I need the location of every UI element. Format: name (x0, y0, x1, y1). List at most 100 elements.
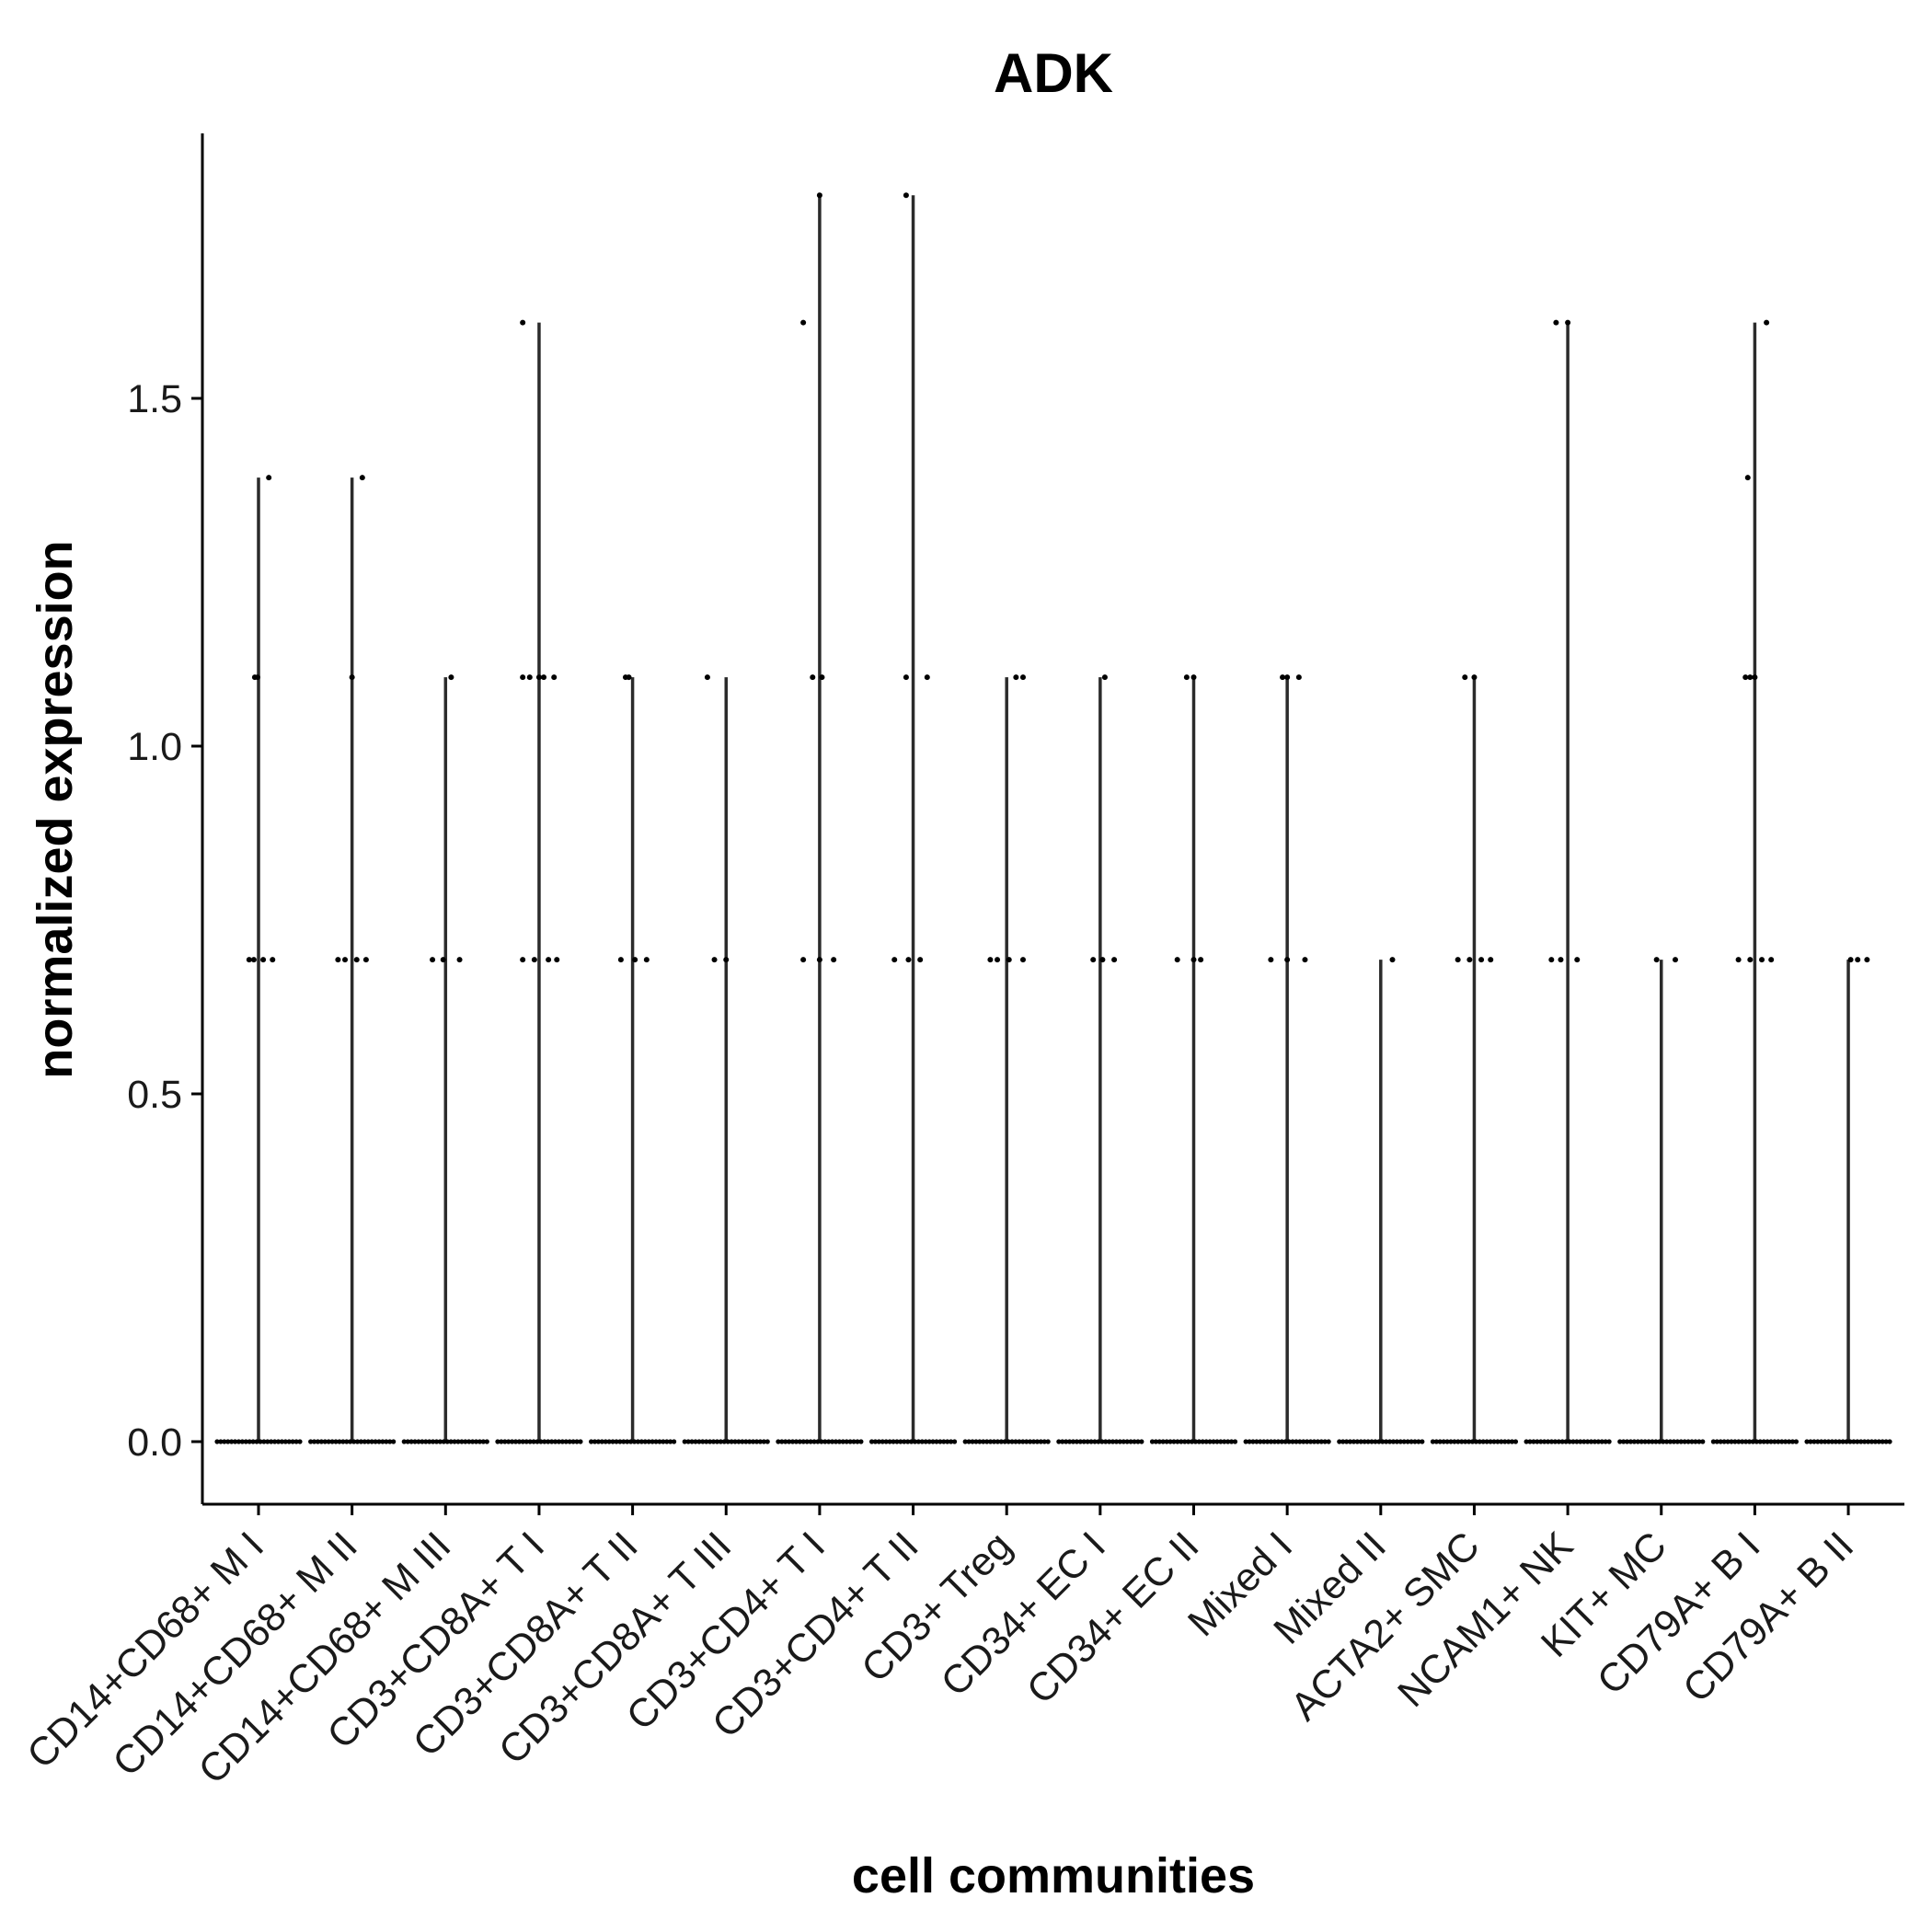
data-point (1077, 1439, 1083, 1444)
data-point (1674, 1439, 1680, 1444)
data-point (1855, 957, 1861, 963)
data-point (858, 1439, 864, 1444)
data-point (617, 1439, 623, 1444)
data-point (1117, 1439, 1122, 1444)
data-point (290, 1439, 295, 1444)
data-point (1606, 1439, 1612, 1444)
data-point (816, 192, 822, 199)
data-point (1092, 1439, 1098, 1444)
data-point (433, 1439, 440, 1444)
data-point (1060, 1439, 1065, 1444)
data-point (1380, 1439, 1386, 1444)
data-point (1337, 1439, 1342, 1444)
data-point (995, 957, 1001, 963)
data-point (308, 1439, 314, 1444)
data-point (523, 1439, 529, 1444)
data-point (704, 1439, 709, 1444)
data-point (1056, 1439, 1062, 1444)
data-point (868, 1439, 875, 1444)
data-point (222, 1439, 227, 1444)
data-point (1524, 1439, 1529, 1444)
data-point (1667, 1439, 1673, 1444)
data-point (260, 957, 267, 963)
data-point (757, 1439, 764, 1444)
data-point (787, 1439, 792, 1444)
data-point (405, 1439, 410, 1444)
data-point (1384, 1439, 1389, 1444)
data-point (1326, 1439, 1331, 1444)
data-point (520, 674, 526, 681)
data-point (459, 1439, 465, 1444)
data-point (412, 1439, 418, 1444)
data-point (991, 1439, 997, 1444)
data-point (337, 1439, 342, 1444)
data-point (800, 319, 807, 326)
data-point (1307, 1439, 1314, 1444)
data-point (1742, 674, 1749, 681)
data-point (789, 1439, 796, 1444)
data-point (1167, 1439, 1173, 1444)
data-point (1527, 1439, 1533, 1444)
data-point (1761, 1439, 1766, 1444)
data-point (1463, 1439, 1468, 1444)
data-point (258, 1439, 263, 1444)
data-point (750, 1439, 756, 1444)
x-axis-title: cell communities (852, 1848, 1255, 1903)
data-point (531, 957, 537, 963)
data-point (1635, 1439, 1640, 1444)
data-point (1121, 1439, 1126, 1444)
data-point (1297, 1439, 1303, 1444)
data-point (1412, 1439, 1418, 1444)
data-point (1386, 1439, 1393, 1444)
data-point (696, 1439, 702, 1444)
data-point (380, 1439, 385, 1444)
data-point (981, 1439, 986, 1444)
data-point (1585, 1439, 1591, 1444)
data-point (546, 1439, 551, 1444)
data-point (1019, 674, 1026, 681)
data-point (903, 192, 909, 199)
data-point (966, 1439, 972, 1444)
data-point (714, 1439, 720, 1444)
data-point (905, 1439, 911, 1444)
data-point (1301, 1439, 1306, 1444)
data-point (987, 1439, 994, 1444)
data-point (1290, 1439, 1295, 1444)
data-point (353, 957, 360, 963)
data-point (373, 1439, 378, 1444)
data-point (1038, 1439, 1043, 1444)
data-point (661, 1439, 666, 1444)
data-point (1455, 1439, 1461, 1444)
data-point (1825, 1439, 1832, 1444)
data-point (1124, 1439, 1130, 1444)
data-point (1250, 1439, 1256, 1444)
data-point (387, 1439, 393, 1444)
data-point (236, 1439, 242, 1444)
data-point (1729, 1439, 1734, 1444)
data-point (1480, 1439, 1486, 1444)
data-point (437, 1439, 443, 1444)
data-point (423, 1439, 429, 1444)
data-point (800, 1439, 806, 1444)
data-point (1776, 1439, 1781, 1444)
data-point (1265, 1439, 1271, 1444)
data-point (1203, 1439, 1209, 1444)
data-point (1567, 1439, 1572, 1444)
data-point (326, 1439, 331, 1444)
data-point (1744, 475, 1751, 481)
data-point (1103, 1439, 1109, 1444)
data-point (819, 674, 825, 681)
data-point (1477, 1439, 1482, 1444)
data-point (1430, 1439, 1436, 1444)
data-point (1851, 1439, 1857, 1444)
data-point (520, 1439, 525, 1444)
data-point (214, 1439, 220, 1444)
data-point (747, 1439, 753, 1444)
data-point (1876, 1439, 1881, 1444)
data-point (833, 1439, 839, 1444)
data-point (632, 957, 638, 963)
data-point (1473, 1439, 1479, 1444)
data-point (1531, 1439, 1536, 1444)
data-point (466, 1439, 472, 1444)
data-point (279, 1439, 285, 1444)
